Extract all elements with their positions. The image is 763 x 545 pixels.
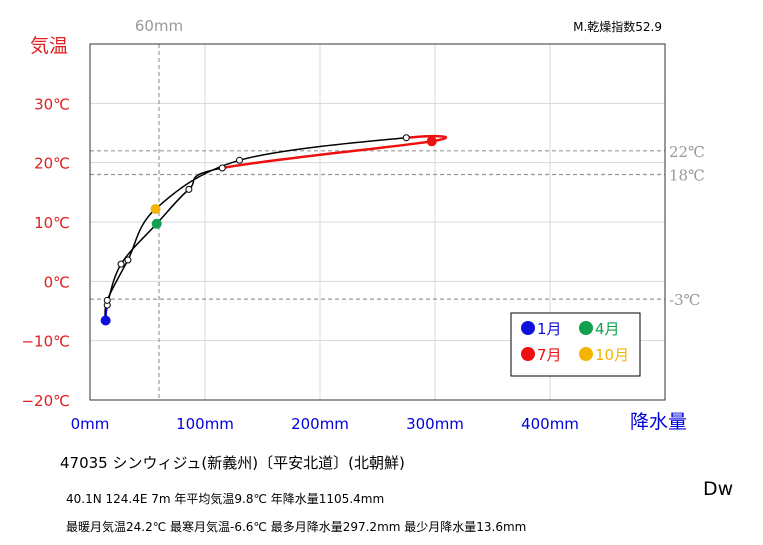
curve-segment-6-7 xyxy=(222,140,432,170)
reference-label: 18℃ xyxy=(669,167,705,185)
legend-label-10: 10月 xyxy=(595,346,629,364)
month-point-8 xyxy=(402,134,410,142)
legend-marker-1 xyxy=(521,321,535,335)
month-points xyxy=(100,134,437,326)
station-title: 47035 シンウィジュ(新義州)〔平安北道〕(北朝鮮) xyxy=(60,454,405,472)
month-point-9 xyxy=(236,156,243,164)
aridity-index: M.乾燥指数52.9 xyxy=(573,19,662,34)
month-point-12 xyxy=(103,296,111,304)
reference-label: -3℃ xyxy=(669,291,700,309)
month-point-3 xyxy=(117,260,125,268)
reference-lines: 22℃ 18℃ -3℃ 60mm xyxy=(90,17,705,400)
legend-label-4: 4月 xyxy=(595,320,620,338)
curve-segment-11-12 xyxy=(106,259,129,301)
month-point-4 xyxy=(151,218,162,229)
x-tick-label: 100mm xyxy=(176,415,234,433)
x-axis-title: 降水量 xyxy=(630,411,687,433)
tick-labels: 0mm 100mm 200mm 300mm 400mm −20℃ −10℃ 0℃ 10℃ 20℃ 3… xyxy=(21,95,578,433)
legend-label-7: 7月 xyxy=(537,346,562,364)
x-tick-label: 300mm xyxy=(406,415,464,433)
station-stats-line1: 40.1N 124.4E 7m 年平均気温9.8℃ 年降水量1105.4mm xyxy=(66,492,385,506)
y-tick-label: 30℃ xyxy=(34,95,70,113)
y-axis-title: 気温 xyxy=(30,35,68,57)
legend-marker-4 xyxy=(579,321,593,335)
climate-classification: Dw xyxy=(703,478,734,500)
y-tick-label: −20℃ xyxy=(21,392,70,410)
y-tick-label: −10℃ xyxy=(21,333,70,351)
legend-marker-7 xyxy=(521,347,535,361)
legend-label-1: 1月 xyxy=(537,320,562,338)
reference-label: 60mm xyxy=(135,17,183,35)
x-tick-label: 400mm xyxy=(521,415,579,433)
y-tick-label: 10℃ xyxy=(34,214,70,232)
x-tick-label: 0mm xyxy=(71,415,110,433)
month-point-10 xyxy=(150,203,161,214)
month-point-5 xyxy=(185,185,193,193)
station-stats-line2: 最暖月気温24.2℃ 最寒月気温-6.6℃ 最多月降水量297.2mm 最少月降… xyxy=(66,520,527,534)
month-point-1 xyxy=(100,315,111,326)
reference-label: 22℃ xyxy=(669,143,705,161)
climate-chart: 22℃ 18℃ -3℃ 60mm 0mm 100mm 200mm 300mm 400mm −20… xyxy=(21,17,705,433)
curve-segment-7-8 xyxy=(406,134,448,143)
curve-segment-5-6 xyxy=(188,167,223,190)
legend-marker-10 xyxy=(579,347,593,361)
curve-segment-8-9 xyxy=(239,137,407,162)
month-point-7 xyxy=(426,136,437,147)
x-tick-label: 200mm xyxy=(291,415,349,433)
curve-segment-9-10 xyxy=(155,159,240,210)
month-point-6 xyxy=(218,164,226,172)
legend: 1月 4月 7月 10月 xyxy=(510,312,641,377)
y-tick-label: 0℃ xyxy=(44,273,70,291)
month-point-11 xyxy=(124,256,132,264)
curve-segment-10-11 xyxy=(127,208,157,261)
plot-frame xyxy=(89,43,666,401)
y-tick-label: 20℃ xyxy=(34,155,70,173)
